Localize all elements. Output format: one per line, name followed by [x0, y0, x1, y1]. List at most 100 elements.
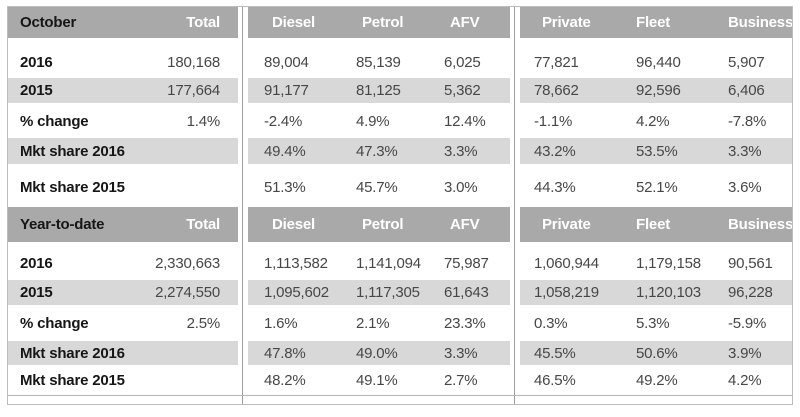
- cell-afv: 3.3%: [444, 142, 478, 160]
- cell-petrol: 4.9%: [356, 113, 390, 130]
- row-label: Mkt share 2015: [20, 372, 125, 389]
- table-row: Mkt share 2015 51.3% 45.7% 3.0% 44.3% 52…: [8, 164, 792, 207]
- table-row: Mkt share 2016 47.8% 49.0% 3.3% 45.5% 50…: [8, 341, 792, 365]
- cell-petrol: 1,141,094: [356, 255, 421, 272]
- cell-total: 2.5%: [186, 315, 221, 332]
- cell-business: 3.6%: [728, 179, 762, 196]
- cell-total: [150, 164, 238, 207]
- header-row: October Total Diesel Petrol AFV Private …: [8, 7, 792, 38]
- table-row: 2015 2,274,550 1,095,602 1,117,305 61,64…: [8, 280, 792, 305]
- column-divider: [238, 305, 248, 341]
- cell-fleet: 92,596: [636, 82, 681, 99]
- column-divider: [510, 103, 520, 138]
- registrations-table: October Total Diesel Petrol AFV Private …: [7, 6, 793, 405]
- cell-fleet: 1,179,158: [636, 255, 701, 272]
- cell-private: 1,060,944: [534, 255, 599, 272]
- column-divider: [510, 38, 520, 78]
- column-header-fleet: Fleet: [636, 216, 671, 233]
- cell-fleet: 96,440: [636, 54, 681, 71]
- cell-private: 45.5%: [534, 344, 576, 362]
- cell-business: 3.9%: [728, 344, 762, 362]
- cell-afv: 61,643: [444, 284, 489, 301]
- table-row: 2015 177,664 91,177 81,125 5,362 78,662 …: [8, 78, 792, 103]
- column-divider: [238, 7, 248, 38]
- column-divider: [238, 207, 248, 242]
- column-divider: [238, 396, 248, 404]
- cell-afv: 6,025: [444, 54, 481, 71]
- cell-fleet: 5.3%: [636, 315, 670, 332]
- cell-petrol: 45.7%: [356, 179, 398, 196]
- column-divider: [510, 7, 520, 38]
- row-label: 2015: [20, 284, 53, 301]
- cell-business: 4.2%: [728, 372, 762, 389]
- cell-total: 1.4%: [186, 113, 221, 130]
- cell-total: [150, 341, 238, 365]
- row-label: Mkt share 2016: [20, 142, 125, 160]
- column-header-diesel: Diesel: [272, 216, 315, 233]
- cell-private: 43.2%: [534, 142, 576, 160]
- column-header-petrol: Petrol: [362, 216, 404, 233]
- cell-fleet: 49.2%: [636, 372, 678, 389]
- cell-afv: 2.7%: [444, 372, 478, 389]
- cell-diesel: 91,177: [264, 82, 309, 99]
- cell-afv: 23.3%: [444, 315, 486, 332]
- section-year-to-date: Year-to-date Total Diesel Petrol AFV Pri…: [8, 207, 792, 395]
- column-header-total: Total: [186, 216, 220, 233]
- column-divider: [510, 242, 520, 280]
- column-header-afv: AFV: [450, 216, 480, 233]
- cell-afv: 5,362: [444, 82, 481, 99]
- header-row: Year-to-date Total Diesel Petrol AFV Pri…: [8, 207, 792, 242]
- cell-petrol: 47.3%: [356, 142, 398, 160]
- cell-fleet: 50.6%: [636, 344, 678, 362]
- cell-business: 96,228: [728, 284, 773, 301]
- cell-business: 5,907: [728, 54, 765, 71]
- column-divider: [510, 365, 520, 395]
- row-label: Mkt share 2016: [20, 344, 125, 362]
- cell-private: 1,058,219: [534, 284, 599, 301]
- column-header-diesel: Diesel: [272, 14, 315, 31]
- cell-afv: 75,987: [444, 255, 489, 272]
- row-label: 2015: [20, 82, 53, 99]
- table-row: Mkt share 2015 48.2% 49.1% 2.7% 46.5% 49…: [8, 365, 792, 395]
- cell-total: 180,168: [167, 54, 220, 71]
- column-divider: [510, 280, 520, 305]
- cell-private: 44.3%: [534, 179, 576, 196]
- table-row: 2016 180,168 89,004 85,139 6,025 77,821 …: [8, 38, 792, 78]
- column-divider: [510, 138, 520, 164]
- cell-diesel: 51.3%: [264, 179, 306, 196]
- cell-private: -1.1%: [534, 113, 573, 130]
- cell-petrol: 1,117,305: [356, 284, 420, 301]
- cell-private: 77,821: [534, 54, 579, 71]
- cell-business: 90,561: [728, 255, 773, 272]
- cell-petrol: 49.0%: [356, 344, 398, 362]
- cell-diesel: 1,095,602: [264, 284, 329, 301]
- column-header-fleet: Fleet: [636, 14, 671, 31]
- cell-private: 46.5%: [534, 372, 576, 389]
- cell-petrol: 85,139: [356, 54, 401, 71]
- column-header-private: Private: [542, 216, 591, 233]
- cell-total: [150, 365, 238, 395]
- cell-total: 2,330,663: [155, 255, 220, 272]
- cell-diesel: 47.8%: [264, 344, 306, 362]
- cell-fleet: 1,120,103: [636, 284, 701, 301]
- cell-petrol: 2.1%: [356, 315, 390, 332]
- column-divider: [510, 396, 520, 404]
- row-label: Mkt share 2015: [20, 179, 125, 196]
- column-header-afv: AFV: [450, 14, 480, 31]
- column-header-business: Business: [728, 216, 792, 233]
- column-header-total: Total: [186, 14, 220, 31]
- column-divider: [238, 280, 248, 305]
- cell-private: 78,662: [534, 82, 579, 99]
- column-divider: [238, 78, 248, 103]
- cell-diesel: 48.2%: [264, 372, 306, 389]
- cell-diesel: 1.6%: [264, 315, 298, 332]
- column-header-private: Private: [542, 14, 591, 31]
- cell-private: 0.3%: [534, 315, 568, 332]
- column-header-petrol: Petrol: [362, 14, 404, 31]
- column-divider: [238, 164, 248, 207]
- cell-business: 3.3%: [728, 142, 762, 160]
- column-header-period: Year-to-date: [20, 216, 105, 233]
- cell-diesel: -2.4%: [264, 113, 303, 130]
- column-divider: [510, 305, 520, 341]
- cell-fleet: 4.2%: [636, 113, 670, 130]
